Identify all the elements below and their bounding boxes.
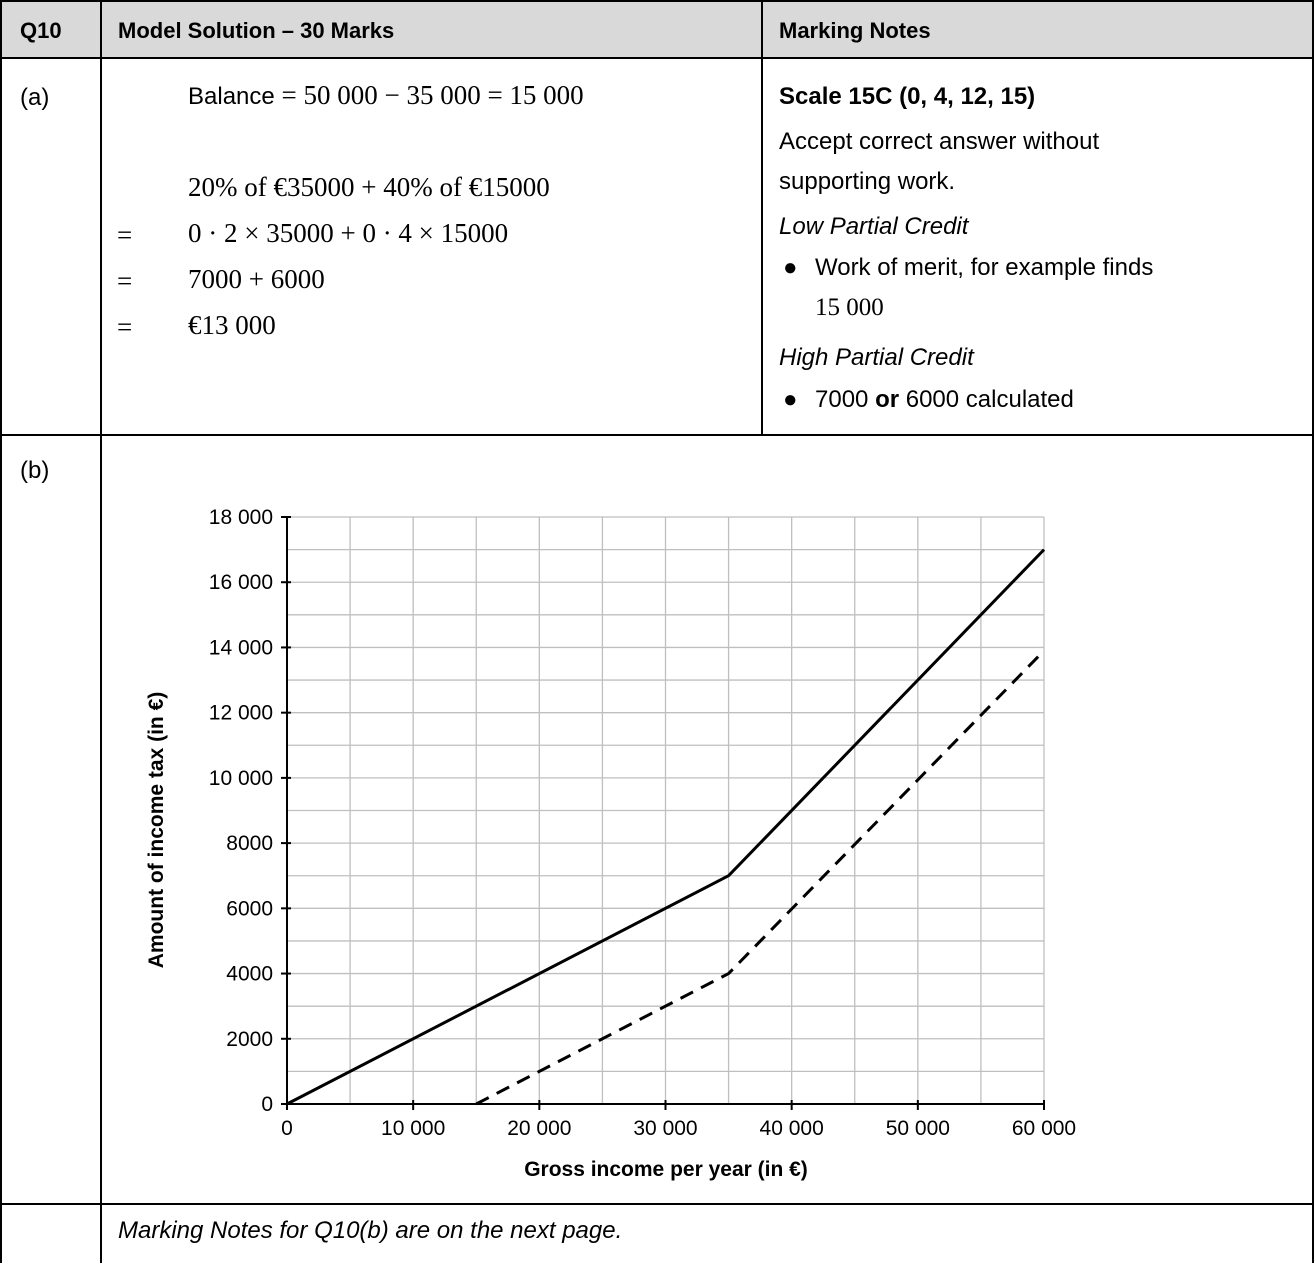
y-tick-label: 18 000 xyxy=(209,506,273,529)
y-tick-label: 8000 xyxy=(226,832,273,855)
low-partial-item-line-2: 15 000 xyxy=(815,294,884,321)
y-tick-label: 2000 xyxy=(226,1028,273,1051)
accept-note-line-1: Accept correct answer without xyxy=(779,128,1100,155)
header-marking-notes: Marking Notes xyxy=(779,18,931,43)
scale-note: Scale 15C (0, 4, 12, 15) xyxy=(779,83,1036,110)
sum-line: 7000 + 6000 xyxy=(188,264,325,294)
table-border-top xyxy=(0,0,1314,2)
income-tax-chart: 0 10 000 20 000 30 000 40 000 50 000 60 000 0 20… xyxy=(145,506,1076,1181)
header-row xyxy=(2,2,1312,58)
y-axis-label: Amount of income tax (in €) xyxy=(145,692,168,969)
part-b-label: (b) xyxy=(20,457,50,484)
x-tick-label: 40 000 xyxy=(760,1117,824,1140)
x-tick-label: 10 000 xyxy=(381,1117,445,1140)
column-2-rule xyxy=(761,0,763,436)
x-tick-label: 0 xyxy=(281,1117,293,1140)
high-partial-item-or: or xyxy=(875,386,900,413)
balance-label: Balance xyxy=(188,83,275,110)
answer-line: €13 000 xyxy=(188,310,276,340)
x-tick-label: 50 000 xyxy=(886,1117,950,1140)
low-partial-credit-title: Low Partial Credit xyxy=(779,213,969,240)
row-b-bottom-rule xyxy=(0,1203,1314,1205)
dashed-tax-line xyxy=(475,649,1046,1106)
equals-sign-3: = xyxy=(117,312,133,342)
y-tick-label: 6000 xyxy=(226,897,273,920)
balance-expression: = 50 000 − 35 000 = 15 000 xyxy=(274,80,584,110)
header-q10: Q10 xyxy=(20,18,62,43)
y-tick-label: 0 xyxy=(261,1093,273,1116)
footer-note: Marking Notes for Q10(b) are on the next… xyxy=(118,1217,623,1244)
y-tick-label: 4000 xyxy=(226,963,273,986)
x-axis-label: Gross income per year (in €) xyxy=(524,1158,808,1181)
y-tick-label: 16 000 xyxy=(209,571,273,594)
balance-line: Balance = 50 000 − 35 000 = 15 000 xyxy=(188,80,584,111)
y-tick-label: 14 000 xyxy=(209,636,273,659)
equals-sign-2: = xyxy=(117,266,133,296)
high-partial-item: 7000 or 6000 calculated xyxy=(815,386,1074,414)
accept-note-line-2: supporting work. xyxy=(779,168,956,195)
solid-tax-line xyxy=(286,548,1046,1106)
x-tick-label: 20 000 xyxy=(507,1117,571,1140)
part-a-label: (a) xyxy=(20,84,50,111)
header-model-solution: Model Solution – 30 Marks xyxy=(118,18,395,43)
percent-line: 20% of €35000 + 40% of €15000 xyxy=(188,172,550,202)
row-a-bottom-rule xyxy=(0,434,1314,436)
high-partial-credit-title: High Partial Credit xyxy=(779,344,974,371)
x-tick-label: 30 000 xyxy=(633,1117,697,1140)
x-tick-label: 60 000 xyxy=(1012,1117,1076,1140)
column-1-rule xyxy=(100,0,102,1263)
y-tick-label: 10 000 xyxy=(209,767,273,790)
decimal-line: 0 · 2 × 35000 + 0 · 4 × 15000 xyxy=(188,218,509,248)
equals-sign-1: = xyxy=(117,220,133,250)
table-border-left xyxy=(0,0,2,1263)
high-partial-bullet-icon: ● xyxy=(783,386,798,413)
low-partial-item-line-1: Work of merit, for example finds xyxy=(815,254,1154,281)
header-bottom-rule xyxy=(0,57,1314,59)
table-border-right xyxy=(1312,0,1314,1263)
high-partial-item-a: 7000 xyxy=(815,386,876,413)
high-partial-item-b: 6000 calculated xyxy=(899,386,1074,413)
low-partial-bullet-icon: ● xyxy=(783,254,798,281)
y-tick-label: 12 000 xyxy=(209,702,273,725)
